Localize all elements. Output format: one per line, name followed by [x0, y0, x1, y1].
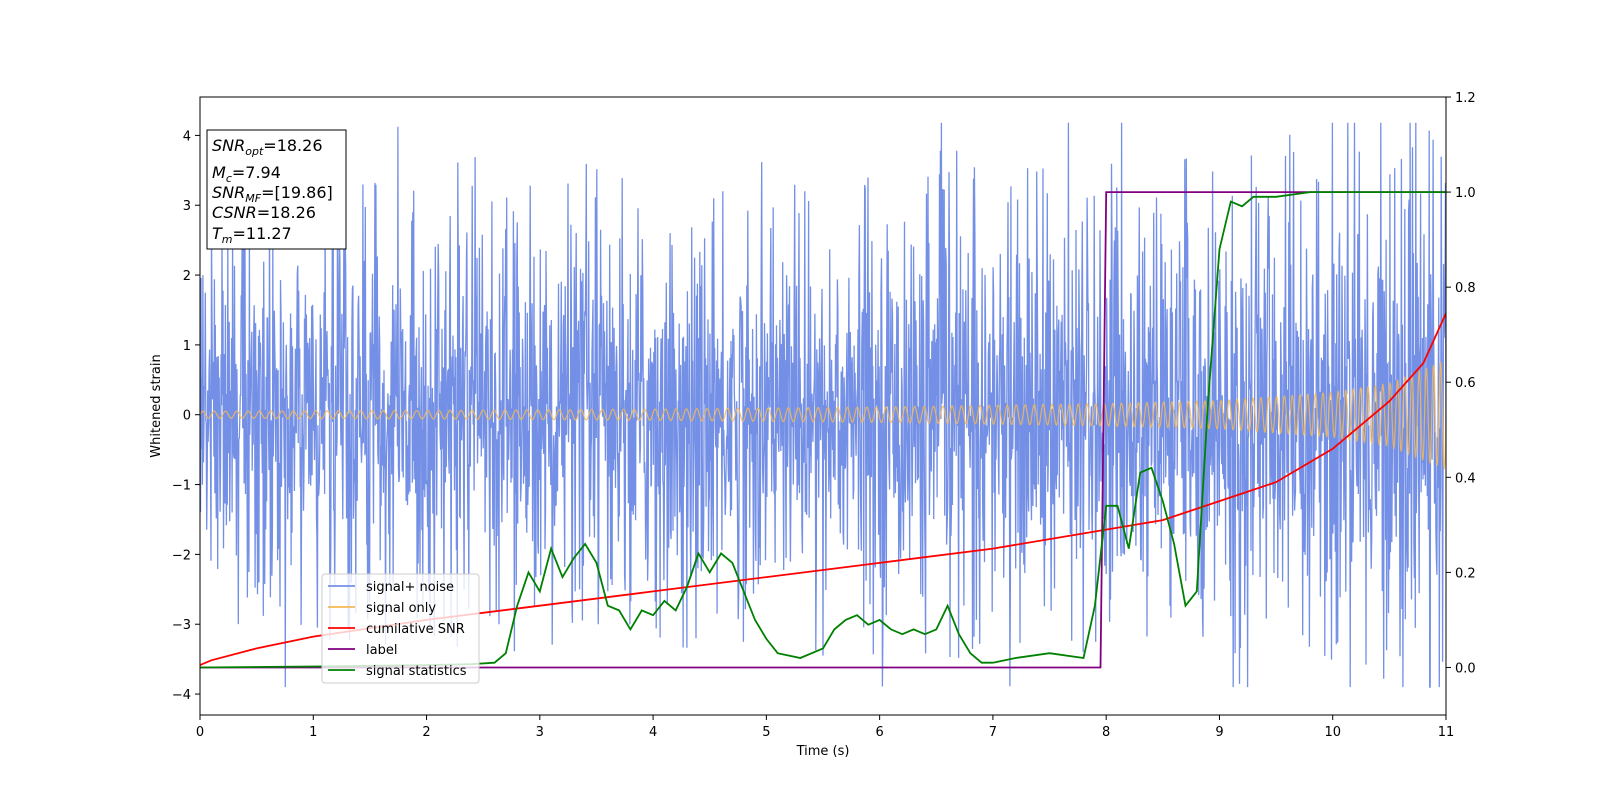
info-line: SNRMF=[19.86] [212, 183, 333, 205]
x-tick-label: 3 [536, 725, 544, 740]
x-tick-label: 10 [1324, 725, 1341, 740]
plot-area [200, 122, 1446, 688]
info-line: CSNR=18.26 [212, 203, 316, 222]
series-signal-noise [200, 122, 1446, 688]
plot-frame [199, 96, 1447, 716]
info-box: SNRopt=18.26 Mc=7.94SNRMF=[19.86]CSNR=18.… [206, 129, 347, 250]
x-tick-label: 4 [649, 725, 657, 740]
y-tick-label: 3 [183, 199, 191, 214]
y-tick-label: −1 [172, 479, 191, 494]
y-tick-label: 1 [183, 339, 191, 354]
y-tick-label: 2 [183, 269, 191, 284]
y2-tick-label: 0.2 [1455, 566, 1476, 581]
x-tick-label: 6 [875, 725, 883, 740]
legend: signal+ noise signal only cumilative SNR la… [321, 573, 480, 684]
y2-tick-label: 0.6 [1455, 376, 1476, 391]
y-tick-label: −4 [172, 688, 191, 703]
y2-tick-label: 0.0 [1455, 661, 1476, 676]
y-axis-left: −4 −3 −2 −1 0 1 2 3 4 [172, 129, 200, 703]
series-signal-statistics [200, 191, 1446, 669]
x-axis: 0 1 2 3 4 5 6 7 8 9 10 11 [196, 715, 1454, 740]
y-tick-label: −2 [172, 548, 191, 563]
legend-entry: cumilative SNR [366, 622, 465, 637]
series-cumulative-snr [200, 312, 1446, 666]
y-axis-label: Whitened strain [149, 354, 164, 457]
x-axis-label: Time (s) [796, 744, 850, 759]
y-tick-label: −3 [172, 618, 191, 633]
x-tick-label: 8 [1102, 725, 1110, 740]
y2-tick-label: 0.4 [1455, 471, 1476, 486]
series-signal-only [200, 360, 1446, 471]
legend-entry: signal only [366, 601, 436, 616]
legend-entry: signal+ noise [366, 580, 454, 595]
info-line: SNRopt=18.26 [212, 136, 323, 158]
x-tick-label: 5 [762, 725, 770, 740]
y-tick-label: 0 [183, 409, 191, 424]
x-tick-label: 0 [196, 725, 204, 740]
info-line: Mc=7.94 [212, 163, 281, 185]
y-axis-right: 0.0 0.2 0.4 0.6 0.8 1.0 1.2 [1446, 91, 1476, 676]
x-tick-label: 1 [309, 725, 317, 740]
info-line: Tm=11.27 [212, 224, 292, 246]
y2-tick-label: 1.2 [1455, 91, 1476, 106]
legend-entry: label [366, 643, 397, 658]
series-label [200, 191, 1446, 669]
legend-frame [321, 573, 480, 684]
y-tick-label: 4 [183, 129, 191, 144]
y2-tick-label: 1.0 [1455, 186, 1476, 201]
legend-entry: signal statistics [366, 664, 467, 679]
y2-tick-label: 0.8 [1455, 281, 1476, 296]
x-tick-label: 9 [1215, 725, 1223, 740]
x-tick-label: 11 [1438, 725, 1455, 740]
x-tick-label: 7 [989, 725, 997, 740]
x-tick-label: 2 [422, 725, 430, 740]
info-box-frame [206, 129, 347, 250]
